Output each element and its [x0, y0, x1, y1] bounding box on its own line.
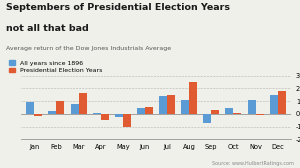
Bar	[226, 108, 233, 114]
Bar	[203, 114, 211, 123]
Bar	[26, 102, 34, 114]
Bar	[189, 82, 197, 114]
Bar	[145, 107, 153, 114]
Bar	[278, 91, 286, 114]
Text: Septembers of Presidential Election Years: Septembers of Presidential Election Year…	[6, 3, 230, 12]
Bar	[101, 114, 109, 120]
Text: Average return of the Dow Jones Industrials Average: Average return of the Dow Jones Industri…	[6, 46, 171, 51]
Text: not all that bad: not all that bad	[6, 24, 89, 33]
Bar	[115, 114, 123, 117]
Bar	[34, 114, 42, 116]
Bar	[79, 93, 86, 114]
Bar	[70, 104, 79, 114]
Bar	[256, 114, 264, 115]
Bar	[48, 111, 56, 114]
Bar	[56, 101, 64, 114]
Bar	[167, 95, 175, 114]
Legend: All years since 1896, Presidential Election Years: All years since 1896, Presidential Elect…	[9, 60, 103, 73]
Bar	[233, 113, 242, 114]
Bar	[270, 95, 278, 114]
Bar	[248, 100, 256, 114]
Bar	[93, 113, 101, 114]
Text: Source: www.HulbertRatings.com: Source: www.HulbertRatings.com	[212, 161, 294, 166]
Bar	[211, 110, 219, 114]
Bar	[181, 100, 189, 114]
Bar	[159, 96, 167, 114]
Bar	[123, 114, 131, 127]
Bar	[137, 108, 145, 114]
